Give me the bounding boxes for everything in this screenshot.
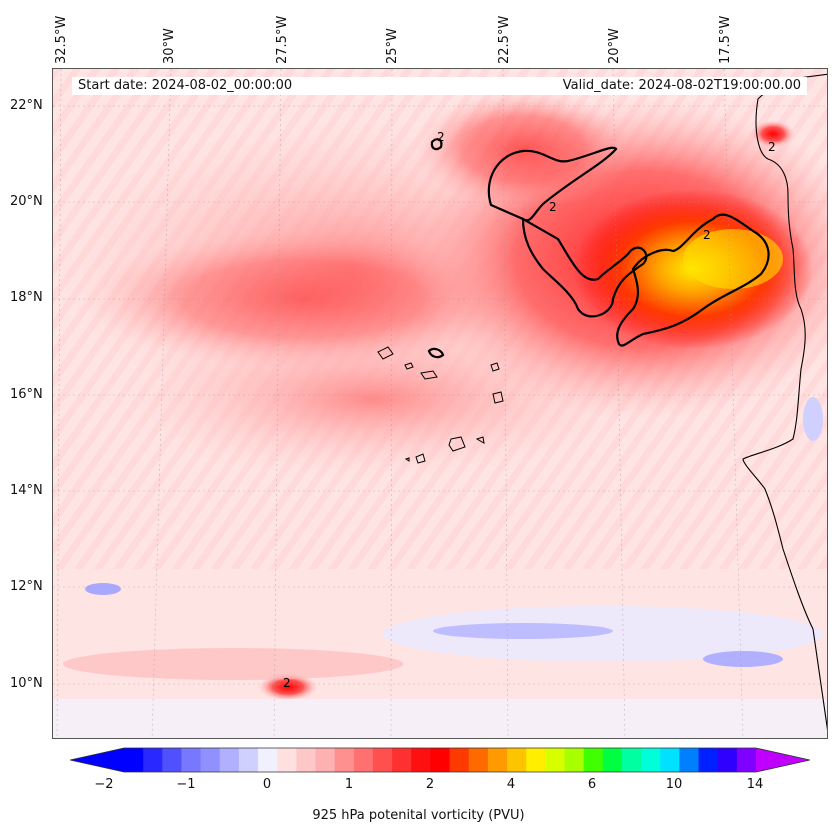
contour-label-5: 2 [283, 676, 291, 690]
colorbar-segment [468, 748, 489, 772]
lon-label-27-5w: 27.5°W [275, 15, 290, 64]
colorbar-segment [411, 748, 431, 772]
colorbar-extend-high [756, 748, 810, 772]
pv-spot-ne [751, 120, 795, 148]
colorbar-segment [430, 748, 451, 772]
colorbar-segment [277, 748, 297, 772]
pv-spot-sw [258, 673, 318, 701]
colorbar-segment [545, 748, 565, 772]
lat-label-16n: 16°N [10, 387, 43, 402]
lat-label-14n: 14°N [10, 483, 43, 498]
lon-label-17-5w: 17.5°W [718, 15, 733, 64]
colorbar-segment [449, 748, 470, 772]
red-region-n [413, 89, 633, 209]
colorbar-segment [736, 748, 757, 772]
colorbar-segment [698, 748, 719, 772]
contour-north-lobe [487, 146, 618, 222]
colorbar-segment [219, 748, 240, 772]
blue-patch-coast [803, 397, 823, 441]
colorbar-svg [69, 747, 811, 773]
map-plot-area: 2 2 2 2 2 [52, 68, 828, 739]
lon-label-22-5w: 22.5°W [497, 15, 512, 64]
contour-island-1 [427, 347, 445, 359]
lon-label-32-5w: 32.5°W [54, 15, 69, 64]
contour-label-2: 2 [549, 200, 557, 214]
colorbar-segment [717, 748, 738, 772]
colorbar-segment [296, 748, 317, 772]
colorbar-segment [602, 748, 623, 772]
colorbar-segment [372, 748, 393, 772]
cape-verde-islands [377, 346, 504, 464]
contour-east-lobe [616, 213, 770, 347]
colorbar-segment [487, 748, 508, 772]
colorbar-segment [181, 748, 202, 772]
colorbar-segment [641, 748, 661, 772]
graticule [53, 69, 827, 738]
colorbar-segment [258, 748, 278, 772]
colorbar-segment [200, 748, 221, 772]
cbar-tick-6: 6 [587, 777, 597, 792]
contour-label-3: 2 [703, 228, 711, 242]
pv-field-map: 2 2 2 2 2 [53, 69, 827, 738]
colorbar-segment [315, 748, 336, 772]
lon-label-30w: 30°W [162, 28, 177, 64]
blue-band-1 [433, 623, 613, 639]
lat-label-20n: 20°N [10, 194, 43, 209]
cbar-tick-2: 0 [262, 777, 272, 792]
lat-label-18n: 18°N [10, 290, 43, 305]
blue-band-2 [703, 651, 783, 667]
contour-label-1: 2 [437, 130, 445, 144]
pv-maximum-yellow [683, 229, 783, 289]
colorbar-segment [660, 748, 680, 772]
cbar-tick-5: 4 [506, 777, 516, 792]
colorbar-segment [353, 748, 374, 772]
colorbar-segment [162, 748, 182, 772]
colorbar-segment [526, 748, 546, 772]
colorbar [69, 745, 811, 775]
date-header: Start date: 2024-08-02_00:00:00 Valid_da… [72, 77, 807, 95]
colorbar-segment [238, 748, 259, 772]
lon-label-25w: 25°W [385, 28, 400, 64]
lat-label-22n: 22°N [10, 98, 43, 113]
contour-label-4: 2 [768, 140, 776, 154]
cbar-tick-1: −1 [176, 777, 196, 792]
cbar-tick-3: 1 [344, 777, 354, 792]
contour-island-2 [430, 138, 443, 151]
colorbar-segment [564, 748, 585, 772]
pale-band-bottom [53, 699, 827, 738]
colorbar-segment [583, 748, 604, 772]
lat-label-10n: 10°N [10, 676, 43, 691]
colorbar-segment [143, 748, 163, 772]
colorbar-label: 925 hPa potenital vorticity (PVU) [312, 808, 525, 823]
colorbar-segment [621, 748, 642, 772]
contour-central-lobe [521, 217, 648, 318]
africa-coastline [742, 73, 827, 730]
start-date-text: Start date: 2024-08-02_00:00:00 [78, 78, 293, 93]
cbar-tick-4: 2 [425, 777, 435, 792]
valid-date-text: Valid_date: 2024-08-02T19:00:00.00 [562, 78, 801, 93]
colorbar-segment [392, 748, 412, 772]
contour-2pvu [427, 138, 770, 359]
pink-band-south [63, 648, 403, 680]
colorbar-segment [334, 748, 355, 772]
colorbar-segment [507, 748, 527, 772]
blue-patch-west [85, 583, 121, 595]
cbar-tick-7: 10 [665, 777, 683, 792]
lon-label-20w: 20°W [607, 28, 622, 64]
colorbar-segment [679, 748, 700, 772]
cbar-tick-8: 14 [746, 777, 764, 792]
colorbar-segment [124, 748, 144, 772]
lat-label-12n: 12°N [10, 579, 43, 594]
colorbar-extend-low [70, 748, 124, 772]
cbar-tick-0: −2 [94, 777, 114, 792]
